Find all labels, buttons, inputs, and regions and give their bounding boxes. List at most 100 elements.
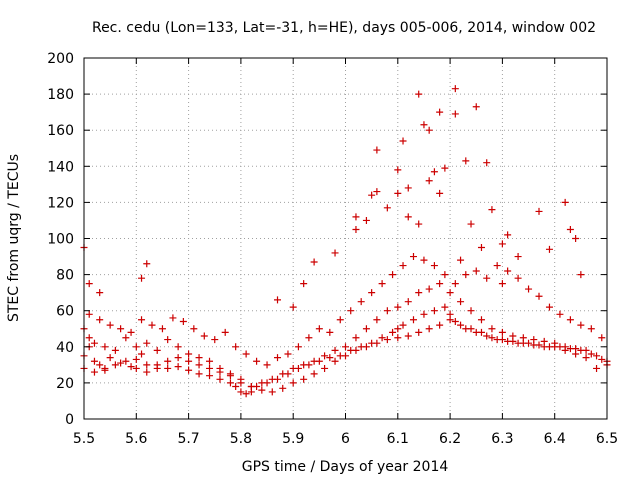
y-tick-label: 140 — [47, 159, 74, 175]
data-point — [96, 361, 104, 369]
data-point — [504, 267, 512, 275]
data-point — [258, 386, 266, 394]
data-point — [362, 343, 370, 351]
data-point — [153, 361, 161, 369]
data-point — [394, 325, 402, 333]
data-point — [274, 296, 282, 304]
y-tick-label: 160 — [47, 123, 74, 139]
data-point — [158, 325, 166, 333]
data-point — [404, 298, 412, 306]
data-point — [477, 244, 485, 252]
data-point — [498, 336, 506, 344]
data-point — [587, 350, 595, 358]
data-point — [409, 316, 417, 324]
y-tick-label: 0 — [65, 412, 74, 428]
data-point — [446, 316, 454, 324]
data-point — [242, 350, 250, 358]
y-axis-label: STEC from uqrg / TECUs — [6, 154, 22, 322]
data-point — [483, 159, 491, 167]
data-point — [504, 231, 512, 239]
data-point — [190, 325, 198, 333]
data-point — [289, 303, 297, 311]
data-point — [399, 262, 407, 270]
data-point — [206, 357, 214, 365]
data-point — [572, 235, 580, 242]
data-point — [593, 352, 601, 360]
data-point — [415, 220, 423, 228]
data-point — [561, 346, 569, 354]
data-point — [289, 379, 297, 387]
data-point — [226, 379, 234, 387]
data-point — [85, 334, 93, 342]
data-point — [593, 364, 601, 372]
data-point — [336, 316, 344, 324]
data-point — [232, 383, 240, 391]
y-tick-label: 60 — [56, 304, 74, 320]
data-point — [394, 334, 402, 342]
data-point — [362, 216, 370, 224]
data-point — [352, 346, 360, 354]
data-point — [300, 361, 308, 369]
data-point — [362, 325, 370, 333]
data-point — [572, 350, 580, 358]
data-point — [498, 240, 506, 248]
data-point — [441, 164, 449, 172]
data-point — [153, 346, 161, 354]
data-point — [420, 310, 428, 318]
data-point — [315, 325, 323, 333]
data-point — [164, 336, 172, 344]
data-point — [598, 334, 606, 342]
data-point — [85, 310, 93, 318]
data-point — [138, 350, 146, 358]
data-point — [111, 361, 119, 369]
data-point — [530, 341, 538, 349]
x-tick-label: 6.4 — [544, 431, 566, 447]
data-point — [441, 271, 449, 279]
data-point — [206, 372, 214, 380]
data-point — [467, 307, 475, 315]
data-point — [409, 253, 417, 261]
data-point — [451, 85, 459, 93]
data-point — [477, 328, 485, 336]
data-point — [237, 388, 245, 396]
data-point — [368, 191, 376, 199]
data-point — [457, 321, 465, 329]
y-tick-label: 80 — [56, 268, 74, 284]
data-point — [378, 334, 386, 342]
data-point — [263, 361, 271, 369]
data-point — [389, 271, 397, 279]
x-tick-label: 5.8 — [230, 431, 252, 447]
chart-title: Rec. cedu (Lon=133, Lat=-31, h=HE), days… — [92, 20, 596, 36]
x-tick-label: 5.6 — [125, 431, 147, 447]
data-point — [132, 364, 140, 372]
data-point — [174, 363, 182, 371]
data-point — [467, 220, 475, 228]
data-point — [90, 368, 98, 376]
data-point — [493, 262, 501, 270]
data-point — [457, 256, 465, 264]
data-point — [300, 280, 308, 288]
data-point — [195, 370, 203, 378]
data-point — [310, 258, 318, 266]
data-point — [561, 198, 569, 206]
data-point — [117, 359, 125, 367]
data-point — [164, 357, 172, 365]
data-point — [535, 207, 543, 215]
data-point — [404, 184, 412, 192]
data-point — [111, 346, 119, 354]
data-point — [279, 370, 287, 378]
data-point — [143, 260, 151, 268]
data-point — [430, 307, 438, 315]
x-tick-label: 5.5 — [73, 431, 95, 447]
data-point — [237, 379, 245, 387]
data-point — [352, 225, 360, 233]
data-point — [127, 328, 135, 336]
data-point — [127, 363, 135, 371]
data-point — [122, 357, 130, 365]
data-point — [394, 166, 402, 174]
data-point — [101, 343, 109, 351]
data-point — [117, 325, 125, 333]
data-point — [373, 316, 381, 324]
data-point — [394, 303, 402, 311]
data-point — [399, 137, 407, 145]
